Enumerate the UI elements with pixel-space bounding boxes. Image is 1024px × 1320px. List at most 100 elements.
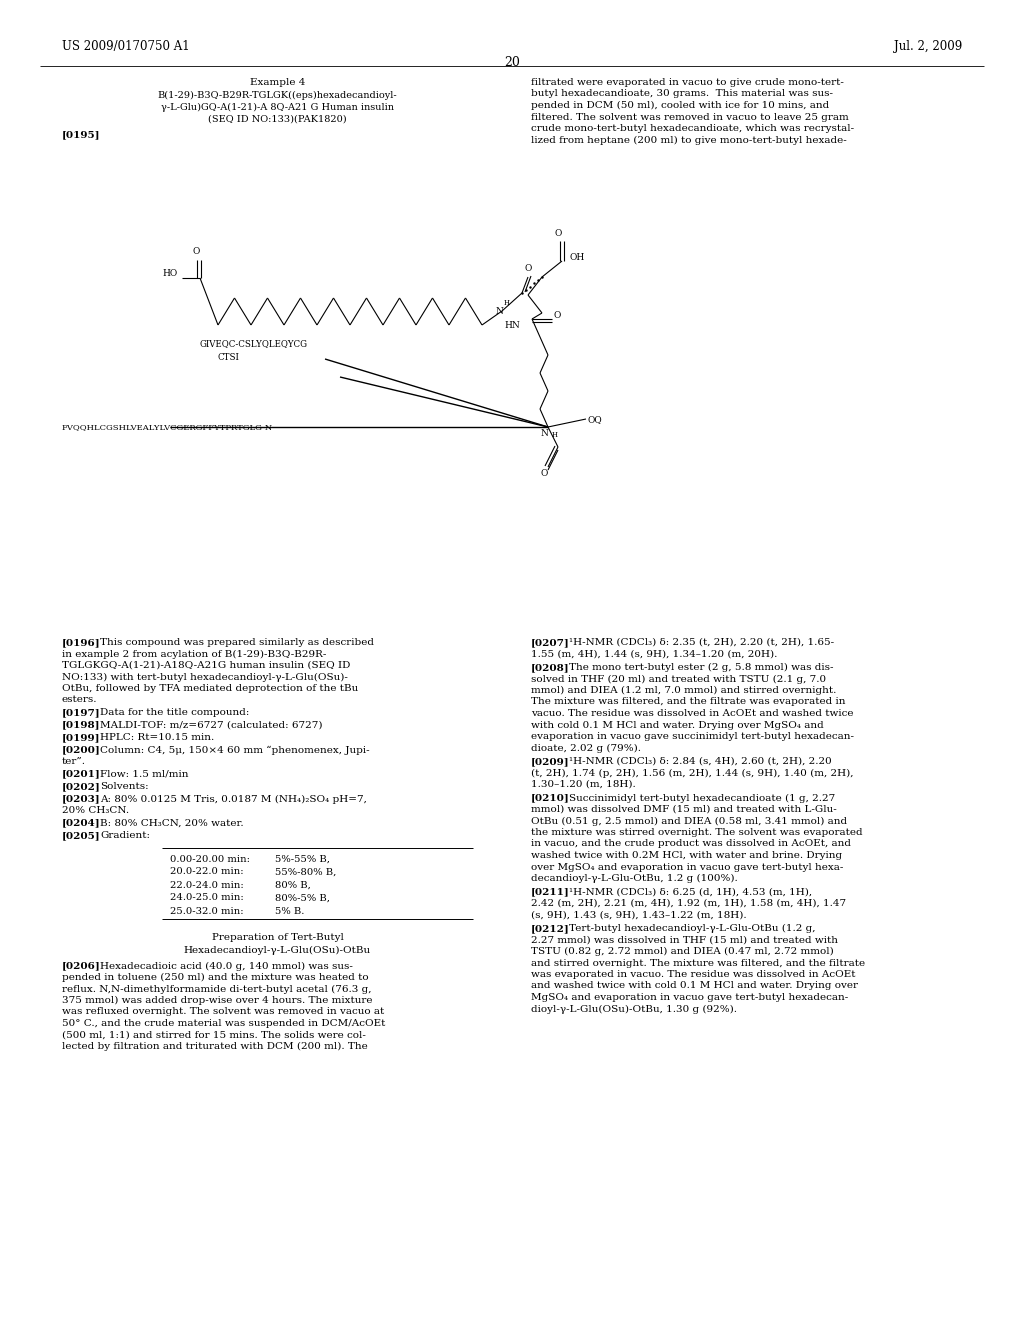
Text: [0204]: [0204] <box>62 818 100 828</box>
Text: [0207]: [0207] <box>531 638 569 647</box>
Text: 1.55 (m, 4H), 1.44 (s, 9H), 1.34–1.20 (m, 20H).: 1.55 (m, 4H), 1.44 (s, 9H), 1.34–1.20 (m… <box>531 649 777 659</box>
Text: [0202]: [0202] <box>62 781 100 791</box>
Text: reflux. N,N-dimethylformamide di-tert-butyl acetal (76.3 g,: reflux. N,N-dimethylformamide di-tert-bu… <box>62 985 372 994</box>
Text: 25.0-32.0 min:: 25.0-32.0 min: <box>170 907 244 916</box>
Text: solved in THF (20 ml) and treated with TSTU (2.1 g, 7.0: solved in THF (20 ml) and treated with T… <box>531 675 826 684</box>
Text: decandioyl-γ-L-Glu-OtBu, 1.2 g (100%).: decandioyl-γ-L-Glu-OtBu, 1.2 g (100%). <box>531 874 737 883</box>
Text: Succinimidyl tert-butyl hexadecandioate (1 g, 2.27: Succinimidyl tert-butyl hexadecandioate … <box>569 793 836 803</box>
Text: A: 80% 0.0125 M Tris, 0.0187 M (NH₄)₂SO₄ pH=7,: A: 80% 0.0125 M Tris, 0.0187 M (NH₄)₂SO₄… <box>100 795 367 804</box>
Text: Data for the title compound:: Data for the title compound: <box>100 708 250 717</box>
Text: TSTU (0.82 g, 2.72 mmol) and DIEA (0.47 ml, 2.72 mmol): TSTU (0.82 g, 2.72 mmol) and DIEA (0.47 … <box>531 946 834 956</box>
Text: (SEQ ID NO:133)(PAK1820): (SEQ ID NO:133)(PAK1820) <box>208 115 347 124</box>
Text: O: O <box>541 469 548 478</box>
Text: evaporation in vacuo gave succinimidyl tert-butyl hexadecan-: evaporation in vacuo gave succinimidyl t… <box>531 733 854 741</box>
Text: O: O <box>193 247 200 256</box>
Text: [0197]: [0197] <box>62 708 100 717</box>
Text: US 2009/0170750 A1: US 2009/0170750 A1 <box>62 40 189 53</box>
Text: The mixture was filtered, and the filtrate was evaporated in: The mixture was filtered, and the filtra… <box>531 697 846 706</box>
Text: was evaporated in vacuo. The residue was dissolved in AcOEt: was evaporated in vacuo. The residue was… <box>531 970 855 979</box>
Text: OH: OH <box>570 252 586 261</box>
Text: Jul. 2, 2009: Jul. 2, 2009 <box>894 40 962 53</box>
Text: MALDI-TOF: m/z=6727 (calculated: 6727): MALDI-TOF: m/z=6727 (calculated: 6727) <box>100 721 323 730</box>
Text: [0199]: [0199] <box>62 733 100 742</box>
Text: pended in toluene (250 ml) and the mixture was heated to: pended in toluene (250 ml) and the mixtu… <box>62 973 369 982</box>
Text: Hexadecandioyl-γ-L-Glu(OSu)-OtBu: Hexadecandioyl-γ-L-Glu(OSu)-OtBu <box>184 945 371 954</box>
Text: 375 mmol) was added drop-wise over 4 hours. The mixture: 375 mmol) was added drop-wise over 4 hou… <box>62 997 373 1005</box>
Text: [0212]: [0212] <box>531 924 569 933</box>
Text: N: N <box>540 429 548 438</box>
Text: HN: HN <box>504 321 520 330</box>
Text: dioate, 2.02 g (79%).: dioate, 2.02 g (79%). <box>531 743 641 752</box>
Text: lized from heptane (200 ml) to give mono-tert-butyl hexade-: lized from heptane (200 ml) to give mono… <box>531 136 847 145</box>
Text: 20.0-22.0 min:: 20.0-22.0 min: <box>170 867 244 876</box>
Text: vacuo. The residue was dissolved in AcOEt and washed twice: vacuo. The residue was dissolved in AcOE… <box>531 709 853 718</box>
Text: [0200]: [0200] <box>62 746 100 755</box>
Text: GIVEQC-CSLYQLEQYCG: GIVEQC-CSLYQLEQYCG <box>200 339 308 348</box>
Text: washed twice with 0.2M HCl, with water and brine. Drying: washed twice with 0.2M HCl, with water a… <box>531 851 842 861</box>
Text: [0210]: [0210] <box>531 793 569 803</box>
Text: This compound was prepared similarly as described: This compound was prepared similarly as … <box>100 638 374 647</box>
Text: [0196]: [0196] <box>62 638 100 647</box>
Text: 2.27 mmol) was dissolved in THF (15 ml) and treated with: 2.27 mmol) was dissolved in THF (15 ml) … <box>531 936 838 945</box>
Text: with cold 0.1 M HCl and water. Drying over MgSO₄ and: with cold 0.1 M HCl and water. Drying ov… <box>531 721 823 730</box>
Text: N: N <box>495 308 503 317</box>
Text: Tert-butyl hexadecandioyl-γ-L-Glu-OtBu (1.2 g,: Tert-butyl hexadecandioyl-γ-L-Glu-OtBu (… <box>569 924 815 933</box>
Text: Preparation of Tert-Butyl: Preparation of Tert-Butyl <box>212 932 343 941</box>
Text: OtBu, followed by TFA mediated deprotection of the tBu: OtBu, followed by TFA mediated deprotect… <box>62 684 358 693</box>
Text: [0209]: [0209] <box>531 756 569 766</box>
Text: O: O <box>524 264 531 273</box>
Text: [0205]: [0205] <box>62 832 100 840</box>
Text: [0208]: [0208] <box>531 663 569 672</box>
Text: 22.0-24.0 min:: 22.0-24.0 min: <box>170 880 244 890</box>
Text: 50° C., and the crude material was suspended in DCM/AcOEt: 50° C., and the crude material was suspe… <box>62 1019 385 1028</box>
Text: B(1-29)-B3Q-B29R-TGLGK((eps)hexadecandioyl-: B(1-29)-B3Q-B29R-TGLGK((eps)hexadecandio… <box>158 91 397 100</box>
Text: 2.42 (m, 2H), 2.21 (m, 4H), 1.92 (m, 1H), 1.58 (m, 4H), 1.47: 2.42 (m, 2H), 2.21 (m, 4H), 1.92 (m, 1H)… <box>531 899 846 908</box>
Text: Flow: 1.5 ml/min: Flow: 1.5 ml/min <box>100 770 188 779</box>
Text: HPLC: Rt=10.15 min.: HPLC: Rt=10.15 min. <box>100 733 214 742</box>
Text: Example 4: Example 4 <box>250 78 305 87</box>
Text: 24.0-25.0 min:: 24.0-25.0 min: <box>170 894 244 903</box>
Text: mmol) was dissolved DMF (15 ml) and treated with L-Glu-: mmol) was dissolved DMF (15 ml) and trea… <box>531 805 837 814</box>
Text: HO: HO <box>162 269 177 279</box>
Text: mmol) and DIEA (1.2 ml, 7.0 mmol) and stirred overnight.: mmol) and DIEA (1.2 ml, 7.0 mmol) and st… <box>531 686 837 696</box>
Text: Column: C4, 5μ, 150×4 60 mm “phenomenex, Jupi-: Column: C4, 5μ, 150×4 60 mm “phenomenex,… <box>100 746 370 755</box>
Text: TGLGKGQ-A(1-21)-A18Q-A21G human insulin (SEQ ID: TGLGKGQ-A(1-21)-A18Q-A21G human insulin … <box>62 661 350 671</box>
Text: 0.00-20.00 min:: 0.00-20.00 min: <box>170 854 250 863</box>
Text: Gradient:: Gradient: <box>100 832 150 840</box>
Text: crude mono-tert-butyl hexadecandioate, which was recrystal-: crude mono-tert-butyl hexadecandioate, w… <box>531 124 854 133</box>
Text: 20: 20 <box>504 55 520 69</box>
Text: (500 ml, 1:1) and stirred for 15 mins. The solids were col-: (500 ml, 1:1) and stirred for 15 mins. T… <box>62 1031 366 1040</box>
Text: was refluxed overnight. The solvent was removed in vacuo at: was refluxed overnight. The solvent was … <box>62 1007 384 1016</box>
Text: 1.30–1.20 (m, 18H).: 1.30–1.20 (m, 18H). <box>531 780 636 789</box>
Text: butyl hexadecandioate, 30 grams.  This material was sus-: butyl hexadecandioate, 30 grams. This ma… <box>531 90 833 99</box>
Text: 20% CH₃CN.: 20% CH₃CN. <box>62 807 129 814</box>
Text: dioyl-γ-L-Glu(OSu)-OtBu, 1.30 g (92%).: dioyl-γ-L-Glu(OSu)-OtBu, 1.30 g (92%). <box>531 1005 737 1014</box>
Text: 80%-5% B,: 80%-5% B, <box>275 894 330 903</box>
Text: over MgSO₄ and evaporation in vacuo gave tert-butyl hexa-: over MgSO₄ and evaporation in vacuo gave… <box>531 862 844 871</box>
Text: pended in DCM (50 ml), cooled with ice for 10 mins, and: pended in DCM (50 ml), cooled with ice f… <box>531 102 829 110</box>
Text: The mono tert-butyl ester (2 g, 5.8 mmol) was dis-: The mono tert-butyl ester (2 g, 5.8 mmol… <box>569 663 834 672</box>
Text: in vacuo, and the crude product was dissolved in AcOEt, and: in vacuo, and the crude product was diss… <box>531 840 851 849</box>
Text: FVQQHLCGSHLVEALYLVCGERGFFYTPRTGLG-N: FVQQHLCGSHLVEALYLVCGERGFFYTPRTGLG-N <box>62 422 273 432</box>
Text: [0203]: [0203] <box>62 795 100 804</box>
Text: in example 2 from acylation of B(1-29)-B3Q-B29R-: in example 2 from acylation of B(1-29)-B… <box>62 649 327 659</box>
Text: O: O <box>554 312 561 321</box>
Text: ¹H-NMR (CDCl₃) δ: 6.25 (d, 1H), 4.53 (m, 1H),: ¹H-NMR (CDCl₃) δ: 6.25 (d, 1H), 4.53 (m,… <box>569 887 812 896</box>
Text: ter”.: ter”. <box>62 756 86 766</box>
Text: filtered. The solvent was removed in vacuo to leave 25 gram: filtered. The solvent was removed in vac… <box>531 112 849 121</box>
Text: CTSI: CTSI <box>218 352 240 362</box>
Text: Solvents:: Solvents: <box>100 781 148 791</box>
Text: [0201]: [0201] <box>62 770 100 779</box>
Text: 5%-55% B,: 5%-55% B, <box>275 854 330 863</box>
Text: [0195]: [0195] <box>62 129 100 139</box>
Text: lected by filtration and triturated with DCM (200 ml). The: lected by filtration and triturated with… <box>62 1041 368 1051</box>
Text: 55%-80% B,: 55%-80% B, <box>275 867 336 876</box>
Text: filtrated were evaporated in vacuo to give crude mono-tert-: filtrated were evaporated in vacuo to gi… <box>531 78 844 87</box>
Text: 80% B,: 80% B, <box>275 880 311 890</box>
Text: ¹H-NMR (CDCl₃) δ: 2.84 (s, 4H), 2.60 (t, 2H), 2.20: ¹H-NMR (CDCl₃) δ: 2.84 (s, 4H), 2.60 (t,… <box>569 756 831 766</box>
Text: (t, 2H), 1.74 (p, 2H), 1.56 (m, 2H), 1.44 (s, 9H), 1.40 (m, 2H),: (t, 2H), 1.74 (p, 2H), 1.56 (m, 2H), 1.4… <box>531 768 853 777</box>
Text: H: H <box>552 432 558 440</box>
Text: (s, 9H), 1.43 (s, 9H), 1.43–1.22 (m, 18H).: (s, 9H), 1.43 (s, 9H), 1.43–1.22 (m, 18H… <box>531 911 746 920</box>
Text: esters.: esters. <box>62 696 97 705</box>
Text: [0198]: [0198] <box>62 721 100 730</box>
